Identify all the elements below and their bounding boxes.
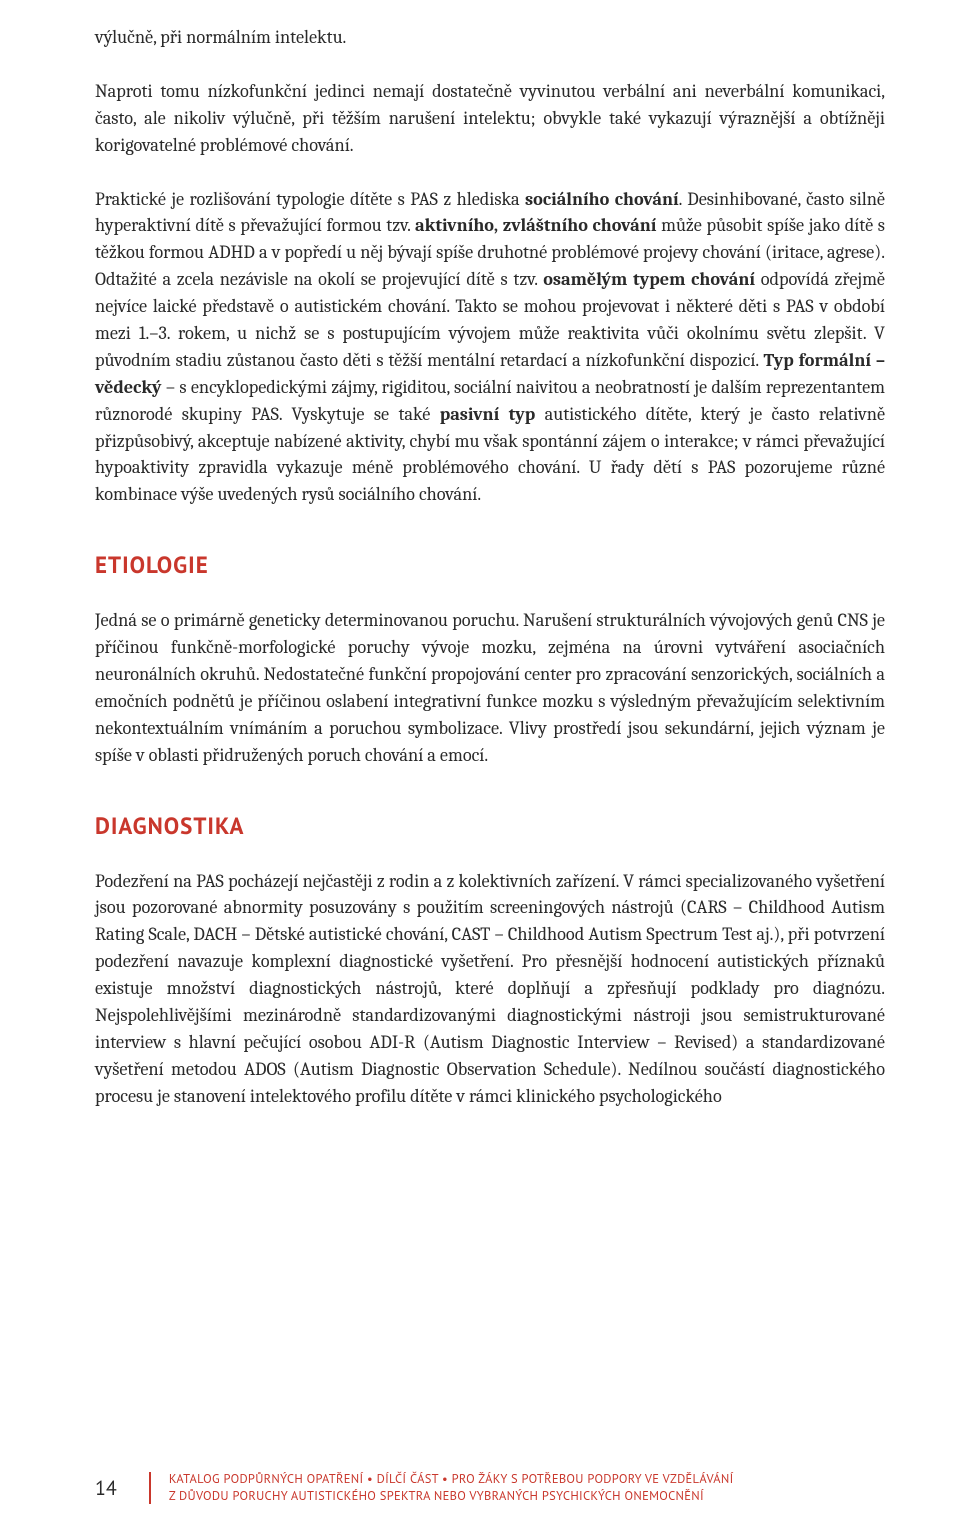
paragraph-2: Naproti tomu nízkofunkční jedinci nemají… xyxy=(95,79,885,160)
footer-divider xyxy=(149,1472,151,1504)
paragraph-diagnostika: Podezření na PAS pocházejí nejčastěji z … xyxy=(95,869,885,1111)
paragraph-1: výlučně, při normálním intelektu. xyxy=(95,25,885,52)
heading-diagnostika: DIAGNOSTIKA xyxy=(95,812,885,841)
page-container: výlučně, při normálním intelektu. Naprot… xyxy=(0,0,960,1537)
page-footer: 14 KATALOG PODPŮRNÝCH OPATŘENÍ • DÍLČÍ Č… xyxy=(95,1471,885,1505)
bold-term: osamělým typem chování xyxy=(543,269,755,290)
bold-term: sociálního chování xyxy=(525,189,679,210)
footer-line-2: Z DŮVODU PORUCHY AUTISTICKÉHO SPEKTRA NE… xyxy=(169,1488,734,1505)
paragraph-etiologie: Jedná se o primárně geneticky determinov… xyxy=(95,608,885,769)
footer-text: KATALOG PODPŮRNÝCH OPATŘENÍ • DÍLČÍ ČÁST… xyxy=(169,1471,734,1505)
footer-line-1: KATALOG PODPŮRNÝCH OPATŘENÍ • DÍLČÍ ČÁST… xyxy=(169,1471,734,1488)
page-number: 14 xyxy=(95,1475,117,1501)
heading-etiologie: ETIOLOGIE xyxy=(95,551,885,580)
bold-term: aktivního, zvláštního chování xyxy=(415,215,656,236)
paragraph-3: Praktické je rozlišování typologie dítět… xyxy=(95,187,885,510)
bold-term: pasivní typ xyxy=(440,404,536,425)
text-span: Praktické je rozlišování typologie dítět… xyxy=(95,189,525,210)
